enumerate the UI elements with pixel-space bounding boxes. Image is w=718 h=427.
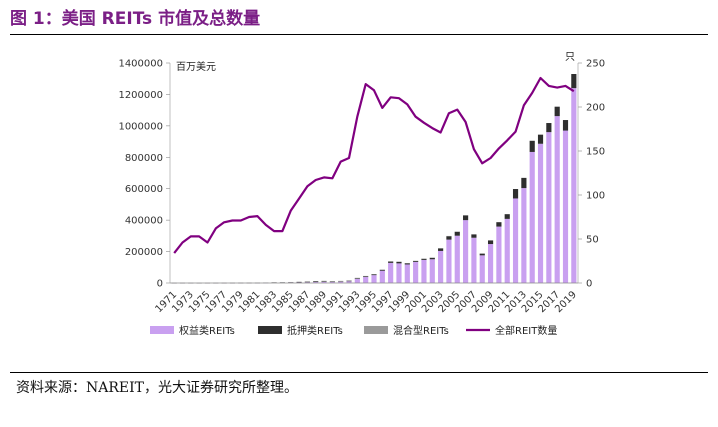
- mortgage-bar: [562, 120, 569, 131]
- mortgage-bar: [438, 248, 444, 251]
- mortgage-bar: [421, 258, 427, 260]
- equity-bar: [321, 281, 327, 283]
- mortgage-bar: [546, 123, 552, 133]
- mortgage-bar: [429, 257, 435, 260]
- equity-bar: [454, 235, 460, 283]
- source-note: 资料来源：NAREIT，光大证券研究所整理。: [16, 380, 298, 396]
- equity-bar: [396, 263, 402, 283]
- figure-title: 图 1：美国 REITs 市值及总数量: [10, 9, 261, 29]
- legend-label: 混合型REITs: [393, 324, 449, 337]
- equity-bar: [554, 116, 560, 283]
- equity-bar: [388, 262, 394, 283]
- left-axis-label: 1200000: [118, 90, 163, 101]
- mortgage-bar: [521, 177, 527, 189]
- equity-bar: [413, 261, 419, 283]
- equity-bar: [421, 259, 427, 283]
- mortgage-bar: [554, 106, 560, 117]
- equity-bar: [471, 237, 477, 283]
- mortgage-bar: [471, 234, 477, 238]
- total-reit-count-line: [173, 76, 575, 254]
- right-axis-label: 100: [586, 191, 605, 202]
- mortgage-bar: [496, 222, 502, 227]
- mortgage-bar: [571, 74, 577, 89]
- mortgage-bar: [404, 263, 410, 265]
- equity-bar: [363, 277, 369, 283]
- equity-bar: [429, 259, 435, 283]
- mortgage-bar: [512, 189, 519, 199]
- mortgage-bar: [396, 261, 402, 264]
- left-axis-label: 1000000: [118, 121, 163, 132]
- equity-bar: [512, 198, 519, 283]
- right-axis-label: 200: [586, 103, 605, 114]
- mortgage-bar: [379, 269, 385, 271]
- equity-bar: [463, 220, 469, 283]
- legend-label: 抵押类REITs: [287, 324, 343, 337]
- equity-bar: [438, 250, 444, 283]
- mortgage-bar: [487, 240, 494, 245]
- left-axis-label: 600000: [125, 184, 163, 195]
- title-rule: [10, 34, 708, 35]
- equity-bar: [529, 151, 535, 283]
- equity-bar: [521, 188, 527, 283]
- legend-label: 全部REIT数量: [495, 324, 557, 337]
- mortgage-bar: [313, 281, 319, 283]
- mortgage-bar: [363, 276, 369, 278]
- mortgage-bar: [413, 261, 419, 262]
- left-axis-label: 1400000: [118, 59, 163, 70]
- equity-bar: [404, 264, 410, 283]
- mortgage-bar: [479, 253, 485, 256]
- equity-bar: [346, 281, 352, 283]
- mortgage-bar: [346, 280, 352, 282]
- equity-bar: [354, 278, 360, 283]
- left-axis-label: 200000: [125, 247, 163, 258]
- equity-bar: [487, 244, 494, 283]
- mortgage-bar: [463, 215, 469, 221]
- equity-bar: [371, 275, 377, 283]
- equity-bar: [546, 132, 552, 283]
- equity-bar: [562, 130, 569, 283]
- legend-swatch: [258, 326, 282, 334]
- mortgage-bar: [388, 261, 394, 263]
- right-axis-label: 50: [586, 235, 599, 246]
- mortgage-bar: [454, 231, 460, 236]
- legend-swatch: [150, 326, 174, 334]
- equity-bar: [379, 270, 385, 283]
- legend: 权益类REITs 抵押类REITs 混合型REITs 全部REIT数量: [150, 324, 557, 337]
- mortgage-bar: [371, 274, 377, 276]
- equity-bar: [313, 282, 319, 283]
- legend-swatch: [364, 326, 388, 334]
- legend-label: 权益类REITs: [179, 324, 235, 337]
- right-axis-label: 150: [586, 147, 605, 158]
- source-rule: [10, 372, 708, 373]
- equity-bar: [329, 282, 335, 283]
- left-axis-label: 0: [157, 279, 163, 290]
- mortgage-bar: [504, 214, 510, 219]
- left-axis-label: 800000: [125, 153, 163, 164]
- right-axis-label: 0: [586, 279, 592, 290]
- equity-bar: [496, 226, 502, 283]
- chart: 百万美元 只 0 200000 400000 600000 800000 1000000 1…: [118, 52, 605, 337]
- mortgage-bar: [321, 281, 327, 282]
- mortgage-bar: [354, 278, 360, 279]
- left-axis-unit: 百万美元: [176, 60, 216, 73]
- mortgage-bar: [446, 236, 452, 240]
- mortgage-bar: [529, 140, 535, 152]
- mortgage-bar: [537, 134, 544, 144]
- right-axis-unit: 只: [565, 52, 575, 63]
- equity-bar: [571, 88, 577, 284]
- equity-bar: [446, 239, 452, 283]
- left-axis-label: 400000: [125, 216, 163, 227]
- equity-bar: [338, 281, 344, 283]
- right-axis-label: 250: [586, 59, 605, 70]
- equity-bar: [479, 255, 485, 283]
- equity-bar: [504, 218, 510, 283]
- equity-bar: [537, 143, 544, 283]
